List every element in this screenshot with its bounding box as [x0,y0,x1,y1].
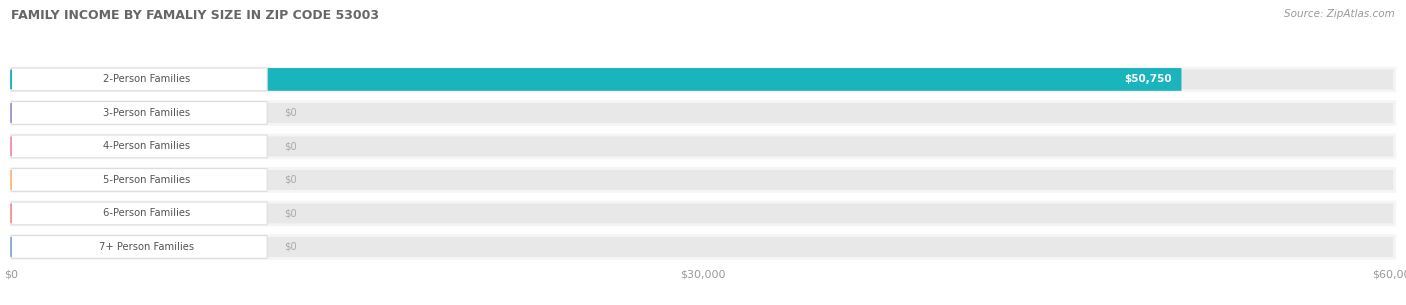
Text: $0: $0 [284,108,297,118]
Text: $0: $0 [284,208,297,218]
FancyBboxPatch shape [11,68,1181,91]
FancyBboxPatch shape [11,169,1395,191]
Text: 3-Person Families: 3-Person Families [103,108,190,118]
Text: 4-Person Families: 4-Person Families [103,142,190,151]
FancyBboxPatch shape [11,235,267,258]
FancyBboxPatch shape [11,202,1395,225]
Text: $0: $0 [284,142,297,151]
FancyBboxPatch shape [11,202,267,225]
FancyBboxPatch shape [11,235,1395,258]
Text: $0: $0 [284,175,297,185]
FancyBboxPatch shape [11,135,1395,158]
Text: $0: $0 [284,242,297,252]
FancyBboxPatch shape [11,68,267,91]
FancyBboxPatch shape [11,135,267,158]
Text: 6-Person Families: 6-Person Families [103,208,191,218]
Text: 2-Person Families: 2-Person Families [103,74,191,84]
Text: Source: ZipAtlas.com: Source: ZipAtlas.com [1284,9,1395,19]
FancyBboxPatch shape [11,68,1395,91]
FancyBboxPatch shape [11,169,267,191]
Text: 7+ Person Families: 7+ Person Families [100,242,194,252]
FancyBboxPatch shape [11,102,1395,124]
Text: 5-Person Families: 5-Person Families [103,175,191,185]
Text: FAMILY INCOME BY FAMALIY SIZE IN ZIP CODE 53003: FAMILY INCOME BY FAMALIY SIZE IN ZIP COD… [11,9,380,22]
FancyBboxPatch shape [11,102,267,124]
Text: $50,750: $50,750 [1125,74,1171,84]
